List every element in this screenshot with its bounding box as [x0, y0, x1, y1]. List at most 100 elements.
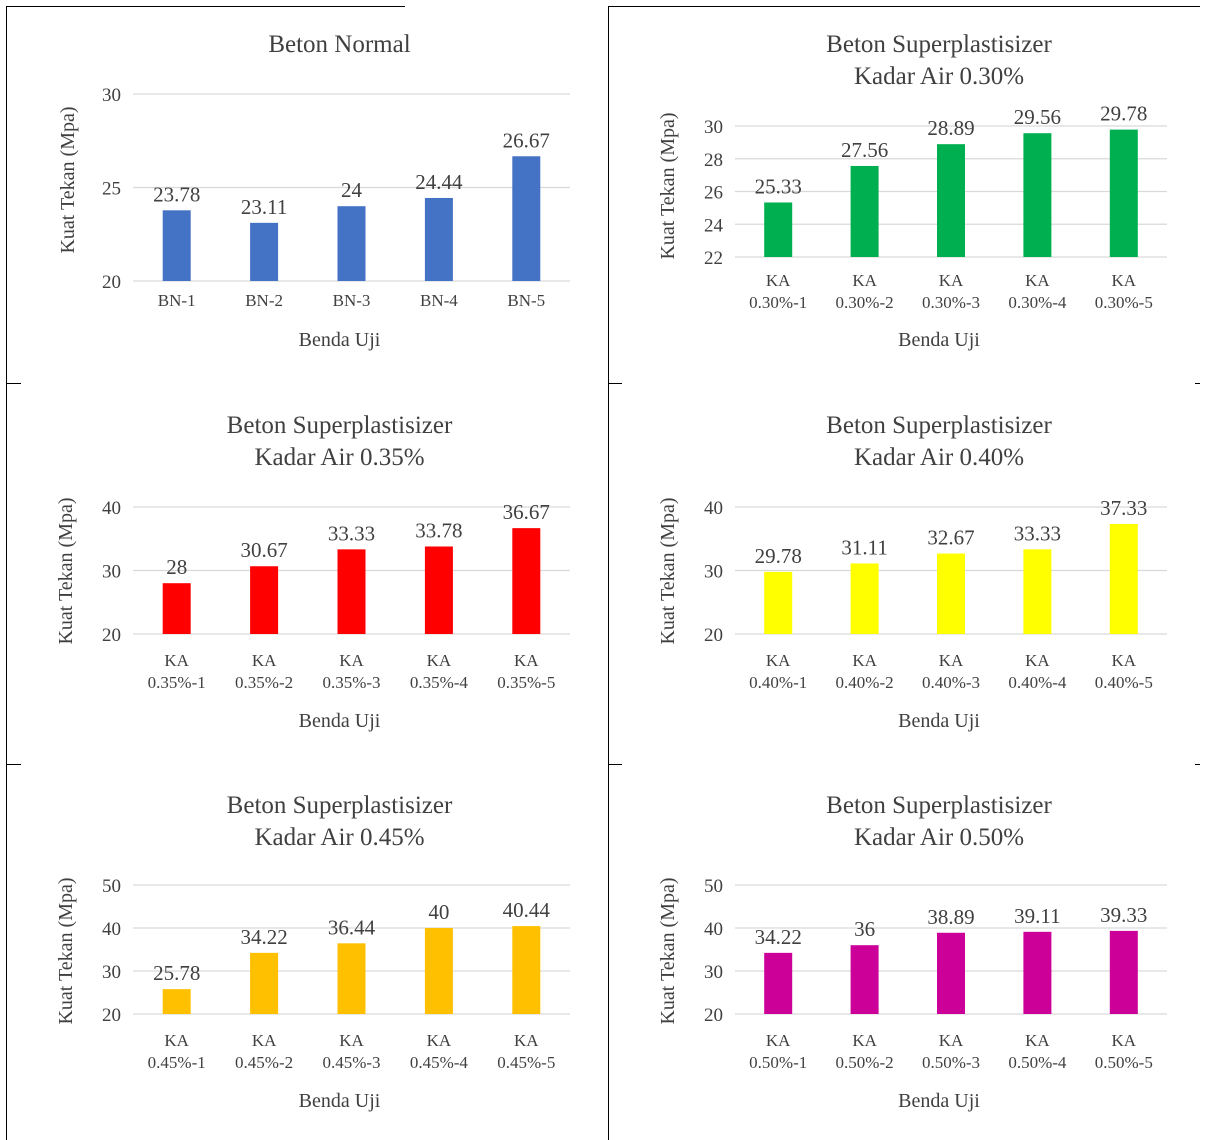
- x-axis-label: Benda Uji: [898, 1090, 980, 1112]
- chart-title-line-2: Kadar Air 0.45%: [254, 824, 424, 851]
- category-label-1-line-1: KA: [766, 271, 791, 290]
- bar-1: [764, 202, 793, 257]
- category-label-1-line-2: 0.40%-1: [749, 673, 807, 692]
- row-divider-2-right: [1195, 764, 1200, 765]
- y-axis-label: Kuat Tekan (Mpa): [657, 497, 679, 644]
- y-tick-label-30: 30: [704, 562, 723, 583]
- data-label-2: 23.11: [241, 195, 287, 219]
- category-label-1-line-1: KA: [164, 651, 189, 670]
- category-label-3-line-2: 0.30%-3: [922, 293, 980, 312]
- chart-title-line-1: Beton Superplastisizer: [227, 792, 453, 819]
- row-divider-1-left: [6, 383, 21, 384]
- chart-title-line-1: Beton Superplastisizer: [826, 792, 1052, 819]
- category-label-1-line-1: KA: [164, 1031, 189, 1050]
- data-label-5: 29.78: [1100, 102, 1147, 126]
- category-label-3-line-1: KA: [339, 651, 364, 670]
- bar-3: [937, 553, 965, 634]
- chart-title-line-1: Beton Superplastisizer: [826, 31, 1052, 58]
- data-label-2: 27.56: [841, 138, 888, 162]
- y-axis-label: Kuat Tekan (Mpa): [55, 497, 77, 644]
- data-label-4: 24.44: [415, 170, 463, 194]
- data-label-2: 31.11: [841, 535, 887, 559]
- data-label-5: 36.67: [503, 500, 550, 524]
- bar-4: [1023, 931, 1052, 1014]
- category-label-3-line-2: 0.35%-3: [322, 673, 380, 692]
- data-label-2: 34.22: [240, 925, 287, 949]
- bar-2: [250, 222, 279, 281]
- data-label-1: 28: [166, 555, 187, 579]
- table-border-top-right: [609, 6, 1200, 7]
- y-tick-label-26: 26: [704, 183, 723, 204]
- category-label-1-line-2: 0.45%-1: [148, 1053, 206, 1072]
- category-label-4-line-1: KA: [1025, 651, 1050, 670]
- bar-1: [162, 989, 191, 1014]
- category-label-5-line-1: BN-5: [507, 291, 545, 310]
- bar-1: [764, 571, 793, 634]
- chart-beton-normal: Beton Normal 20 25 30 Kuat Tekan (Mpa) 23.78 B…: [57, 31, 570, 351]
- chart-title-line-1: Beton Superplastisizer: [826, 412, 1052, 439]
- bar-2: [850, 165, 879, 257]
- y-tick-label-30: 30: [102, 962, 121, 983]
- category-label-2-line-2: 0.35%-2: [235, 673, 293, 692]
- data-label-3: 36.44: [328, 915, 376, 939]
- category-label-4-line-1: KA: [427, 1031, 452, 1050]
- chart-kadar-air-040: Beton Superplastisizer Kadar Air 0.40% 20 3…: [657, 412, 1167, 732]
- category-label-5-line-2: 0.30%-5: [1095, 293, 1153, 312]
- category-label-5-line-2: 0.40%-5: [1095, 673, 1153, 692]
- bar-1: [162, 210, 191, 281]
- bar-4: [1023, 133, 1052, 257]
- y-tick-label-24: 24: [704, 215, 724, 236]
- y-tick-label-28: 28: [704, 150, 723, 171]
- bar-5: [1109, 129, 1138, 257]
- chart-title-line-2: Kadar Air 0.35%: [254, 444, 424, 471]
- y-axis-label: Kuat Tekan (Mpa): [55, 877, 77, 1024]
- category-label-1-line-1: BN-1: [158, 291, 196, 310]
- y-tick-label-20: 20: [102, 625, 121, 646]
- category-label-2-line-1: KA: [252, 1031, 277, 1050]
- bar-1: [764, 952, 793, 1014]
- category-label-5-line-2: 0.50%-5: [1095, 1053, 1153, 1072]
- category-label-4-line-1: BN-4: [420, 291, 458, 310]
- row-divider-1-mid: [608, 383, 622, 384]
- category-label-3-line-1: KA: [939, 271, 964, 290]
- bar-3: [937, 932, 965, 1014]
- data-label-4: 29.56: [1014, 105, 1061, 129]
- chart-title-line-2: Kadar Air 0.40%: [854, 444, 1024, 471]
- x-axis-label: Benda Uji: [299, 1090, 381, 1112]
- y-tick-label-25: 25: [102, 179, 121, 200]
- category-label-2-line-1: KA: [852, 271, 877, 290]
- category-label-4-line-1: KA: [427, 651, 452, 670]
- y-tick-label-40: 40: [102, 498, 121, 519]
- bar-2: [850, 945, 879, 1014]
- category-label-1-line-2: 0.30%-1: [749, 293, 807, 312]
- category-label-3-line-2: 0.45%-3: [322, 1053, 380, 1072]
- chart-kadar-air-035: Beton Superplastisizer Kadar Air 0.35% 20 3…: [55, 412, 570, 732]
- x-axis-label: Benda Uji: [898, 329, 980, 351]
- data-label-5: 39.33: [1100, 903, 1147, 927]
- bar-2: [250, 952, 279, 1014]
- category-label-5-line-2: 0.45%-5: [497, 1053, 555, 1072]
- y-tick-label-30: 30: [704, 117, 723, 138]
- bar-2: [850, 563, 879, 634]
- category-label-4-line-1: KA: [1025, 271, 1050, 290]
- category-label-2-line-2: 0.50%-2: [836, 1053, 894, 1072]
- category-label-3-line-1: KA: [339, 1031, 364, 1050]
- data-label-5: 37.33: [1100, 496, 1147, 520]
- category-label-4-line-1: KA: [1025, 1031, 1050, 1050]
- row-divider-2-left: [6, 764, 21, 765]
- y-tick-label-22: 22: [704, 248, 723, 269]
- y-tick-label-20: 20: [704, 1005, 723, 1026]
- bar-3: [337, 943, 366, 1014]
- bar-4: [424, 197, 453, 281]
- category-label-4-line-2: 0.30%-4: [1008, 293, 1067, 312]
- category-label-4-line-2: 0.50%-4: [1008, 1053, 1067, 1072]
- category-label-3-line-2: 0.40%-3: [922, 673, 980, 692]
- table-border-left: [6, 6, 7, 1140]
- category-label-2-line-2: 0.30%-2: [836, 293, 894, 312]
- chart-title-line-1: Beton Normal: [268, 31, 410, 58]
- bar-4: [1023, 549, 1052, 634]
- data-label-1: 25.33: [755, 174, 802, 198]
- data-label-3: 32.67: [927, 526, 974, 550]
- y-tick-label-30: 30: [704, 962, 723, 983]
- chart-kadar-air-050: Beton Superplastisizer Kadar Air 0.50% 20 3…: [657, 792, 1167, 1112]
